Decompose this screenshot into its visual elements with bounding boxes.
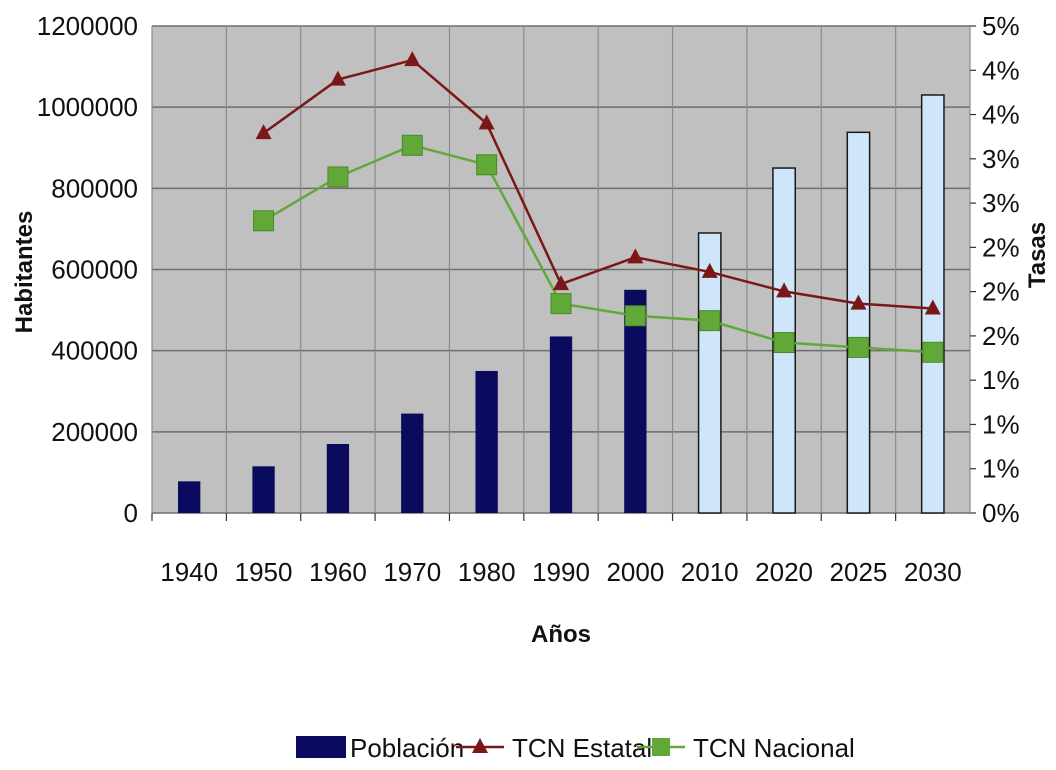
bar-2010 xyxy=(697,232,722,514)
x-tick-label: 2010 xyxy=(681,557,739,587)
legend-tcn-estatal-marker xyxy=(472,738,488,753)
marker-tcn-nacional xyxy=(476,154,498,176)
left-tick-label: 0 xyxy=(124,498,138,528)
right-axis-title: Tasas xyxy=(1024,222,1051,288)
marker-tcn-nacional xyxy=(922,341,944,363)
marker-tcn-estatal xyxy=(924,299,941,315)
right-axis-ticks: 0% 1% 1% 1% 2% 2% 2% 3% 3% 4% 4% 5% xyxy=(970,11,1020,528)
right-tick-label: 1% xyxy=(982,454,1020,484)
marker-tcn-nacional xyxy=(253,210,275,232)
lines-layer xyxy=(262,58,933,354)
x-axis-title: Años xyxy=(531,621,591,648)
legend-poblacion-swatch xyxy=(296,736,346,758)
x-tick-label: 2020 xyxy=(755,557,813,587)
x-tick-label: 1990 xyxy=(532,557,590,587)
left-axis-ticks: 0 200000 400000 600000 800000 1000000 1200000 xyxy=(37,11,138,528)
line-tcn-nacional xyxy=(262,143,933,354)
marker-tcn-nacional xyxy=(401,134,423,156)
marker-tcn-estatal xyxy=(627,248,644,264)
bar-1950 xyxy=(252,466,275,513)
left-tick-label: 400000 xyxy=(51,336,138,366)
bar-1960 xyxy=(326,444,350,513)
marker-tcn-nacional xyxy=(624,305,646,327)
right-tick-label: 5% xyxy=(982,11,1020,41)
marker-tcn-nacional xyxy=(699,310,721,332)
x-tick-label: 1950 xyxy=(235,557,293,587)
marker-tcn-estatal xyxy=(329,70,346,86)
bar-1940 xyxy=(178,481,201,513)
legend-tcn-nacional-label: TCN Nacional xyxy=(693,733,855,763)
bars-layer xyxy=(178,94,945,514)
x-tick-label: 1970 xyxy=(383,557,441,587)
x-tick-label: 2030 xyxy=(904,557,962,587)
bar-1990 xyxy=(549,336,573,513)
legend-poblacion-label: Población xyxy=(350,733,464,763)
legend-tcn-nacional-marker xyxy=(652,738,670,756)
right-tick-label: 1% xyxy=(982,365,1020,395)
left-tick-label: 600000 xyxy=(51,255,138,285)
x-tick-label: 2025 xyxy=(830,557,888,587)
bar-1970 xyxy=(401,413,424,513)
legend-tcn-estatal-label: TCN Estatal xyxy=(512,733,652,763)
marker-tcn-nacional xyxy=(327,166,349,188)
left-axis-title: Habitantes xyxy=(11,211,38,334)
right-tick-label: 0% xyxy=(982,498,1020,528)
marker-tcn-estatal xyxy=(478,114,495,130)
right-tick-label: 2% xyxy=(982,277,1020,307)
marker-tcn-estatal xyxy=(553,275,569,291)
left-tick-label: 200000 xyxy=(51,417,138,447)
marker-tcn-nacional xyxy=(550,293,572,315)
right-tick-label: 3% xyxy=(982,144,1020,174)
right-tick-label: 2% xyxy=(982,232,1020,262)
x-axis-ticks: 1940 1950 1960 1970 1980 1990 2000 2010 2020 2025… xyxy=(151,513,962,587)
x-tick-label: 1960 xyxy=(309,557,367,587)
marker-tcn-estatal xyxy=(776,282,793,298)
left-tick-label: 1000000 xyxy=(37,92,138,122)
right-tick-label: 1% xyxy=(982,409,1020,439)
marker-tcn-nacional xyxy=(773,332,795,354)
legend: Población TCN Estatal TCN Nacional xyxy=(296,733,855,763)
left-tick-label: 1200000 xyxy=(37,11,138,41)
line-tcn-estatal xyxy=(262,58,933,310)
marker-tcn-estatal xyxy=(404,51,421,67)
left-tick-label: 800000 xyxy=(51,173,138,203)
marker-tcn-estatal xyxy=(850,294,867,310)
marker-tcn-nacional xyxy=(847,336,869,358)
right-tick-label: 3% xyxy=(982,188,1020,218)
right-tick-label: 2% xyxy=(982,321,1020,351)
bar-2025 xyxy=(846,131,871,514)
marker-tcn-estatal xyxy=(701,262,718,278)
marker-tcn-estatal xyxy=(255,124,272,140)
right-tick-label: 4% xyxy=(982,55,1020,85)
x-tick-label: 2000 xyxy=(606,557,664,587)
x-tick-label: 1980 xyxy=(458,557,516,587)
x-tick-label: 1940 xyxy=(160,557,218,587)
bar-1980 xyxy=(475,370,498,513)
bar-2000 xyxy=(624,289,647,513)
right-tick-label: 4% xyxy=(982,100,1020,130)
markers-layer xyxy=(253,51,944,363)
